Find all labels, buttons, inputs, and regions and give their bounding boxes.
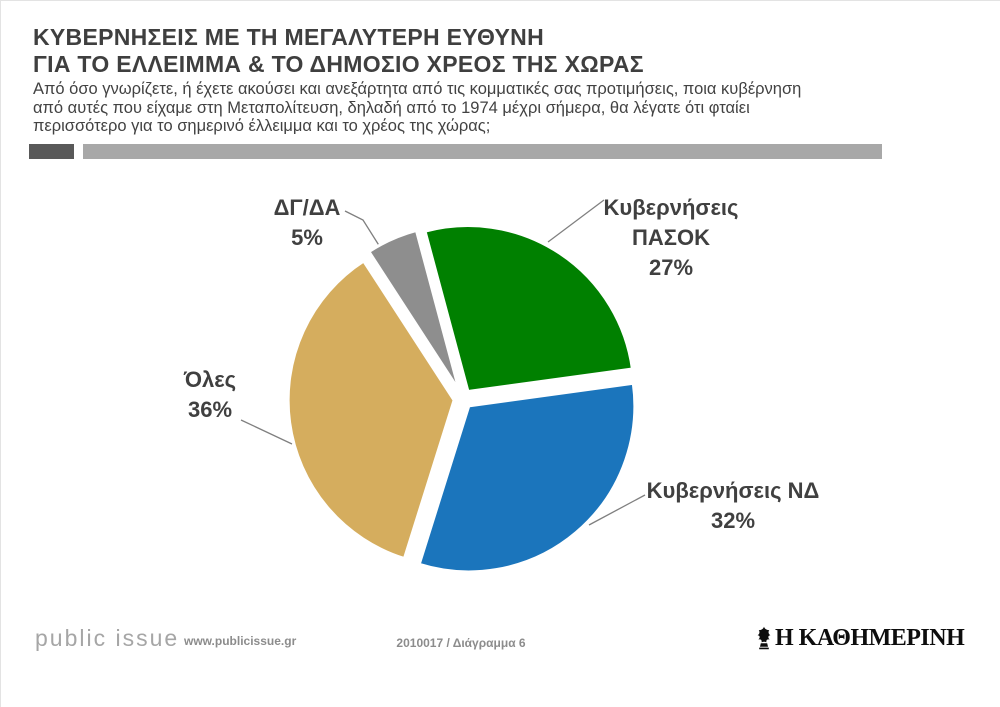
pie-slices: [286, 224, 637, 574]
leader-line-dgda: [344, 210, 381, 248]
label-nd-name: Κυβερνήσεις ΝΔ: [646, 478, 820, 503]
pie-slice-3: [286, 258, 456, 561]
label-dgda-name: ΔΓ/ΔΑ: [273, 195, 341, 220]
label-pasok-value: 27%: [648, 255, 694, 280]
survey-question: Από όσο γνωρίζετε, ή έχετε ακούσει και α…: [33, 80, 801, 136]
label-pasok-name-line-1: Κυβερνήσεις: [603, 195, 739, 220]
newspaper-logo: Η ΚΑΘΗΜΕΡΙΝΗ: [756, 623, 965, 653]
leader-line-pasok: [547, 199, 605, 243]
divider-bar: [83, 144, 882, 159]
label-dgda-value: 5%: [291, 225, 323, 250]
publisher-website: www.publicissue.gr: [184, 634, 297, 648]
label-oles: Όλες 36%: [151, 365, 269, 425]
leader-line-oles: [240, 419, 293, 445]
publisher-logo: public issue: [35, 625, 180, 651]
label-dgda: ΔΓ/ΔΑ 5%: [247, 193, 367, 253]
survey-question-line-2: από αυτές που είχαμε στη Μεταπολίτευση, …: [33, 98, 750, 117]
survey-question-line-1: Από όσο γνωρίζετε, ή έχετε ακούσει και α…: [33, 80, 802, 98]
eagle-icon: [757, 626, 771, 650]
pie-slice-1: [423, 224, 635, 394]
label-pasok-name-line-2: ΠΑΣΟΚ: [632, 225, 710, 250]
page-title-line-1: ΚΥΒΕΡΝΗΣΕΙΣ ΜΕ ΤΗ ΜΕΓΑΛΥΤΕΡΗ ΕΥΘΥΝΗ: [33, 24, 544, 50]
page-title-line-2: ΓΙΑ ΤΟ ΕΛΛΕΙΜΜΑ & ΤΟ ΔΗΜΟΣΙΟ ΧΡΕΟΣ ΤΗΣ Χ…: [33, 51, 644, 77]
label-nd: Κυβερνήσεις ΝΔ 32%: [643, 476, 823, 536]
pie-slice-4: [366, 228, 461, 392]
page-title: ΚΥΒΕΡΝΗΣΕΙΣ ΜΕ ΤΗ ΜΕΓΑΛΥΤΕΡΗ ΕΥΘΥΝΗ ΓΙΑ …: [33, 24, 644, 78]
chart-reference-code: 2010017 / Διάγραμμα 6: [396, 636, 526, 650]
leader-lines: [240, 199, 646, 526]
label-pasok: Κυβερνήσεις ΠΑΣΟΚ 27%: [581, 193, 761, 283]
pie-slice-2: [417, 381, 637, 574]
label-nd-value: 32%: [710, 508, 756, 533]
divider-accent-block: [29, 144, 74, 159]
survey-question-line-3: περισσότερο για το σημερινό έλλειμμα και…: [33, 117, 491, 135]
newspaper-name: Η ΚΑΘΗΜΕΡΙΝΗ: [775, 624, 965, 651]
leader-line-nd: [588, 494, 646, 526]
label-oles-name: Όλες: [183, 367, 237, 392]
label-oles-value: 36%: [187, 397, 233, 422]
